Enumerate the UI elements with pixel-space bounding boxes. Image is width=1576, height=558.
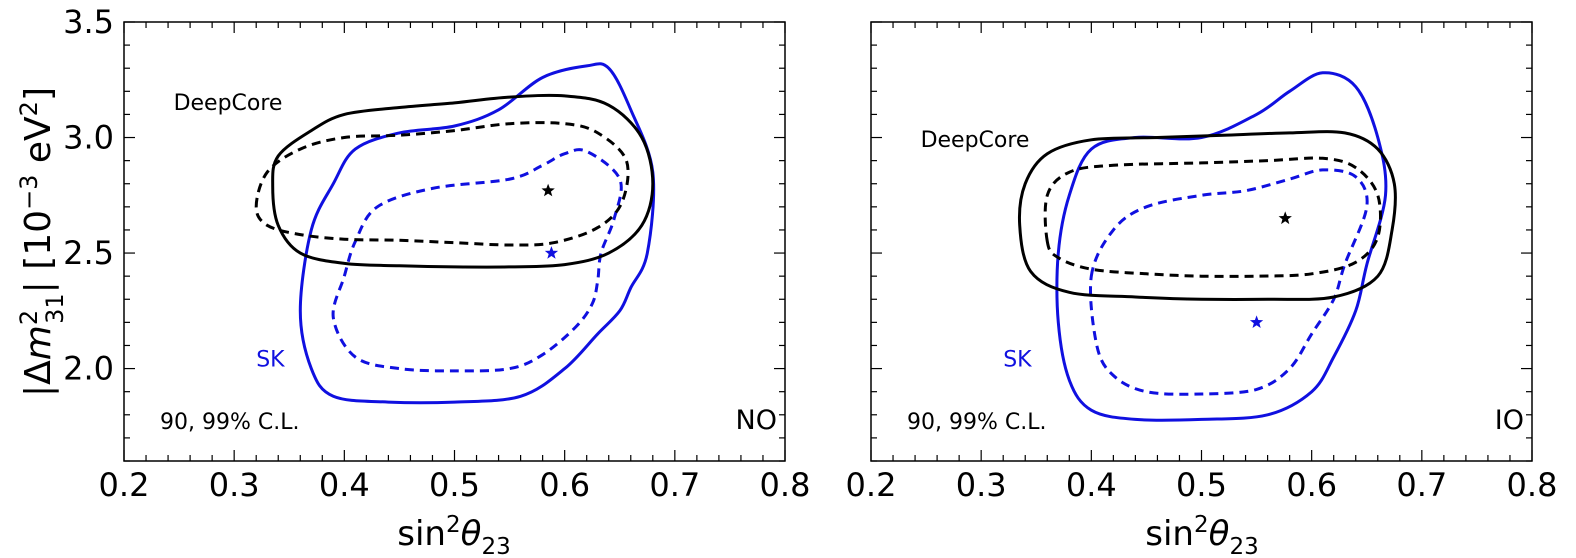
sk-contour-90 — [1088, 168, 1369, 396]
x-axis-label-left: sin2θ23 — [397, 512, 510, 558]
deepcore-contour-90 — [254, 121, 630, 247]
x-tick-label: 0.8 — [1507, 466, 1558, 504]
sk-contour-99 — [298, 62, 656, 405]
y-tick-label: 2.0 — [63, 350, 114, 388]
plot-frame — [123, 21, 786, 462]
x-tick-label: 0.7 — [649, 466, 700, 504]
x-tick-label: 0.8 — [760, 466, 811, 504]
x-tick-label: 0.7 — [1396, 466, 1447, 504]
sk-best-fit-star — [1249, 315, 1264, 328]
x-tick-label: 0.5 — [429, 466, 480, 504]
confidence-level-label: 90, 99% C.L. — [160, 410, 299, 435]
deepcore-contour-90 — [1043, 156, 1382, 278]
deepcore-contour-99 — [271, 93, 655, 269]
sk-series-label: SK — [1003, 347, 1032, 372]
x-axis-label-right: sin2θ23 — [1145, 512, 1258, 558]
confidence-level-label: 90, 99% C.L. — [907, 410, 1046, 435]
deepcore-series-label: DeepCore — [921, 128, 1030, 153]
sk-contour-99 — [1055, 71, 1388, 422]
x-tick-label: 0.2 — [99, 466, 150, 504]
deepcore-series-label: DeepCore — [174, 91, 283, 116]
x-tick-label: 0.6 — [1286, 466, 1337, 504]
panel-normal-ordering: 0.2 0.3 0.4 0.5 0.6 0.7 0.8 2.0 2.5 3.0 3.5 DeepCor… — [63, 3, 810, 504]
sk-best-fit-star — [544, 246, 559, 259]
x-tick-label: 0.2 — [846, 466, 897, 504]
y-tick-label: 2.5 — [63, 234, 114, 272]
sk-series-label: SK — [256, 347, 285, 372]
mass-ordering-label: IO — [1495, 405, 1524, 436]
x-tick-label: 0.3 — [209, 466, 260, 504]
y-axis-label: |Δm231| [10−3 eV2] — [15, 87, 69, 397]
deepcore-best-fit-star — [1278, 211, 1292, 225]
mass-ordering-label: NO — [736, 405, 777, 436]
y-tick-label: 3.0 — [63, 119, 114, 157]
panel-inverted-ordering: 0.2 0.3 0.4 0.5 0.6 0.7 0.8 DeepCore SK 90, 99% C… — [846, 21, 1558, 504]
sk-contour-90 — [331, 148, 623, 373]
x-tick-label: 0.4 — [319, 466, 370, 504]
x-tick-label: 0.5 — [1176, 466, 1227, 504]
x-tick-label: 0.3 — [956, 466, 1007, 504]
deepcore-contour-99 — [1017, 130, 1397, 302]
deepcore-best-fit-star — [541, 183, 555, 197]
x-tick-label: 0.4 — [1066, 466, 1117, 504]
y-tick-label: 3.5 — [63, 3, 114, 41]
x-tick-label: 0.6 — [539, 466, 590, 504]
